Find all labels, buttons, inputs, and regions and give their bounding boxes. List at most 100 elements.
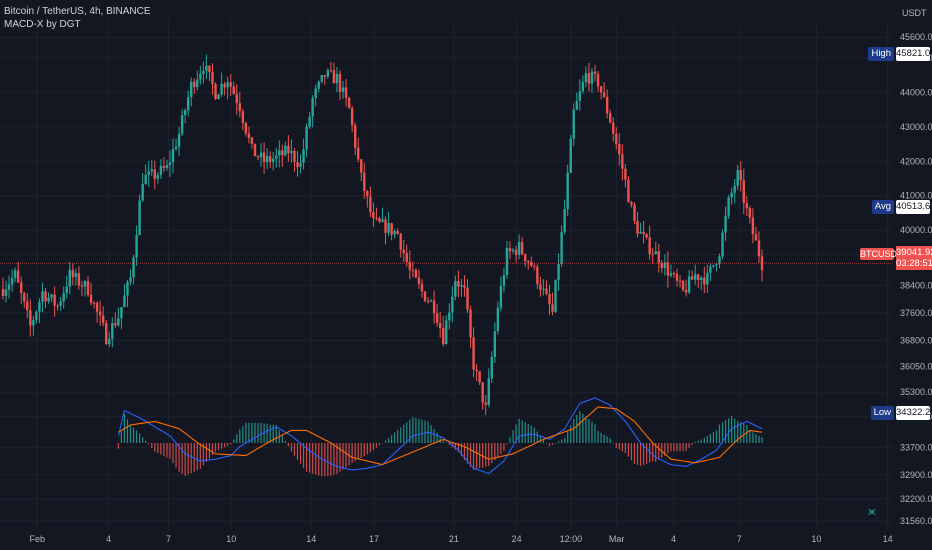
- avg-label: Avg: [871, 200, 894, 214]
- histogram-bar: [251, 422, 253, 443]
- candle-body: [35, 311, 38, 320]
- histogram-bar: [436, 432, 438, 443]
- candle-body: [520, 242, 524, 254]
- candle-body: [156, 174, 160, 179]
- candle-body: [478, 371, 481, 383]
- candle-body: [414, 270, 418, 278]
- histogram-bar: [366, 443, 368, 455]
- histogram-bar: [387, 437, 390, 443]
- candle-body: [114, 323, 117, 326]
- candle-body: [487, 378, 490, 405]
- histogram-bar: [266, 423, 268, 443]
- candle-body: [205, 65, 208, 71]
- histogram-bar: [139, 433, 141, 443]
- candle-body: [672, 273, 676, 275]
- histogram-bar: [758, 435, 760, 443]
- candle-body: [432, 300, 436, 314]
- candle-body: [581, 82, 585, 92]
- candle-body: [335, 74, 339, 84]
- histogram-bar: [296, 443, 299, 460]
- histogram-bar: [324, 443, 326, 477]
- histogram-bar: [655, 443, 657, 462]
- histogram-bar: [639, 443, 642, 467]
- histogram-bar: [369, 443, 371, 453]
- candle-body: [256, 156, 260, 158]
- candle-body: [162, 166, 166, 169]
- candle-body: [684, 289, 688, 293]
- x-tick-label: Feb: [29, 534, 45, 544]
- candle-body: [572, 109, 575, 139]
- candle-body: [739, 169, 742, 181]
- histogram-bar: [472, 443, 475, 470]
- histogram-bar: [154, 443, 156, 452]
- price-axis[interactable]: 45600.0045000.0044000.0043000.0042000.00…: [900, 32, 932, 526]
- candle-body: [748, 208, 752, 218]
- candle-body: [557, 263, 560, 280]
- candle-body: [165, 164, 169, 169]
- x-tick-label: Mar: [609, 534, 625, 544]
- candle-body: [560, 232, 563, 264]
- histogram-bar: [664, 443, 666, 456]
- candle-body: [223, 83, 226, 88]
- histogram-bar: [394, 432, 396, 443]
- histogram-bar: [315, 443, 317, 475]
- candle-body: [317, 81, 320, 89]
- candle-body: [299, 162, 302, 168]
- candle-body: [108, 339, 111, 345]
- candle-body: [323, 75, 327, 77]
- histogram-bar: [354, 443, 356, 462]
- histogram-bar: [548, 443, 551, 447]
- candle-body: [730, 192, 733, 198]
- histogram-bar: [585, 416, 587, 443]
- candle-body: [593, 71, 597, 74]
- histogram-bar: [712, 432, 715, 443]
- histogram-bar: [621, 443, 623, 452]
- candle-body: [448, 312, 451, 321]
- candle-body: [645, 234, 648, 238]
- histogram-bar: [694, 441, 696, 443]
- histogram-bar: [260, 422, 262, 443]
- histogram-bar: [761, 437, 763, 443]
- candle-body: [736, 169, 739, 186]
- histogram-bar: [412, 417, 414, 443]
- last-price-value: 39041.92: [896, 247, 932, 258]
- candle-body: [83, 281, 87, 287]
- histogram-bar: [479, 443, 481, 469]
- histogram-bar: [597, 430, 599, 443]
- histogram-bar: [588, 419, 590, 443]
- candle-body: [566, 172, 569, 210]
- candle-body: [466, 287, 469, 310]
- histogram-bar: [257, 422, 259, 443]
- candle-body: [65, 286, 68, 293]
- candle-body: [311, 97, 314, 117]
- x-tick-label: 7: [737, 534, 742, 544]
- candle-body: [117, 318, 120, 326]
- candle-body: [681, 280, 685, 290]
- histogram-bar: [533, 427, 535, 443]
- candle-body: [326, 70, 330, 77]
- candle-body: [217, 94, 220, 100]
- candle-body: [259, 152, 263, 158]
- candle-body: [575, 100, 579, 110]
- candle-body: [700, 277, 703, 281]
- histogram-bar: [570, 425, 572, 443]
- y-tick-label: 40000.00: [900, 225, 932, 235]
- x-tick-label: 10: [226, 534, 236, 544]
- candle-body: [481, 382, 484, 403]
- candle-body: [241, 111, 245, 123]
- symbol-title[interactable]: Bitcoin / TetherUS, 4h, BINANCE: [4, 6, 151, 17]
- candle-body: [587, 73, 591, 84]
- indicator-title[interactable]: MACD-X by DGT: [4, 19, 81, 30]
- candle-body: [135, 234, 138, 258]
- expand-icon[interactable]: ⪤: [868, 504, 876, 518]
- candle-body: [369, 196, 372, 213]
- candle-body: [190, 81, 193, 98]
- histogram-bar: [269, 424, 271, 443]
- candle-body: [715, 263, 718, 266]
- candle-body: [92, 302, 96, 304]
- candle-body: [150, 169, 153, 172]
- candle-body: [253, 143, 257, 157]
- candle-body: [214, 84, 217, 100]
